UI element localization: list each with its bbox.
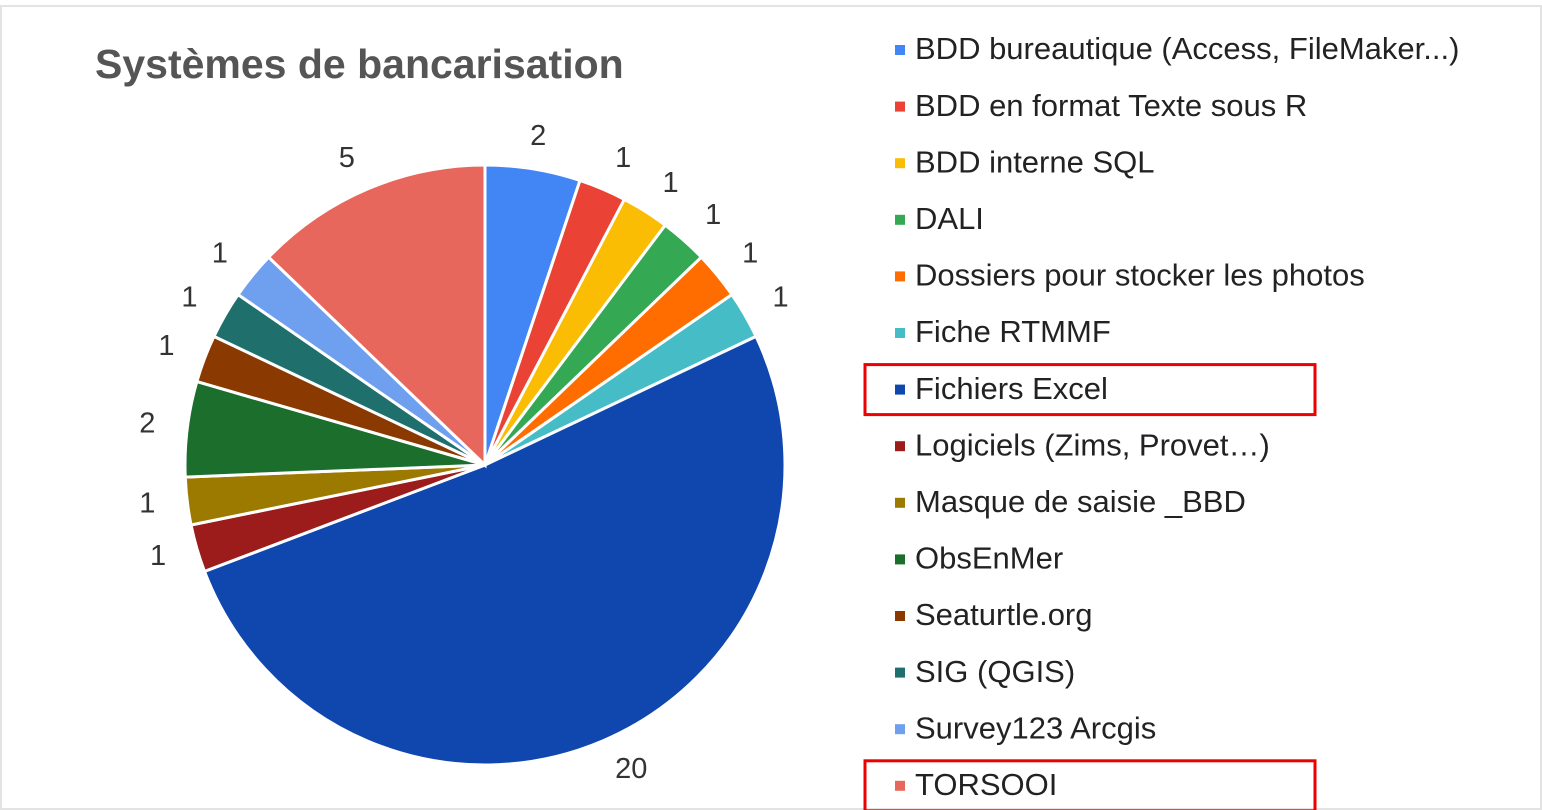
legend-label: BDD interne SQL	[915, 144, 1155, 179]
legend-label: DALI	[915, 201, 984, 236]
pie-slice	[202, 334, 787, 767]
data-label: 1	[662, 167, 678, 199]
legend-label: Seaturtle.org	[915, 597, 1093, 632]
legend-label: SIG (QGIS)	[915, 654, 1075, 689]
legend-swatch	[895, 667, 905, 678]
legend-label: Dossiers pour stocker les photos	[915, 258, 1365, 293]
data-label: 1	[773, 282, 789, 314]
legend-swatch	[895, 497, 905, 508]
data-label: 1	[150, 540, 166, 572]
data-label: 5	[339, 142, 355, 174]
legend-label: Survey123 Arcgis	[915, 710, 1156, 745]
data-label: 1	[139, 488, 155, 520]
legend-swatch	[895, 158, 905, 169]
data-label: 2	[530, 120, 546, 152]
legend-swatch	[895, 780, 905, 791]
highlight-box	[863, 363, 1317, 417]
chart-title: Systèmes de bancarisation	[95, 41, 624, 87]
data-label: 2	[139, 408, 155, 440]
data-label: 20	[615, 753, 647, 785]
legend-label: ObsEnMer	[915, 541, 1063, 576]
legend-label: BDD bureautique (Access, FileMaker...)	[915, 31, 1459, 66]
data-label: 1	[705, 199, 721, 231]
legend-label: BDD en format Texte sous R	[915, 88, 1307, 123]
legend-swatch	[895, 271, 905, 282]
data-label: 1	[158, 330, 174, 362]
highlight-box	[863, 759, 1317, 810]
pie-slice	[266, 163, 487, 469]
legend-label: Logiciels (Zims, Provet…)	[915, 427, 1270, 462]
legend-swatch	[895, 724, 905, 735]
data-label: 1	[615, 142, 631, 174]
legend-swatch	[895, 45, 905, 55]
legend-swatch	[895, 214, 905, 225]
legend-swatch	[895, 554, 905, 565]
legend-swatch	[895, 441, 905, 452]
data-label: 1	[212, 238, 228, 270]
legend-label: Masque de saisie _BBD	[915, 484, 1246, 519]
legend-label: Fiche RTMMF	[915, 314, 1111, 349]
legend-swatch	[895, 328, 905, 338]
data-label: 1	[742, 238, 758, 270]
legend-label: TORSOOI	[915, 767, 1057, 802]
legend-swatch	[895, 384, 905, 395]
data-label: 1	[181, 282, 197, 314]
legend-swatch	[895, 611, 905, 621]
legend-swatch	[895, 101, 905, 112]
legend-label: Fichiers Excel	[915, 371, 1108, 406]
